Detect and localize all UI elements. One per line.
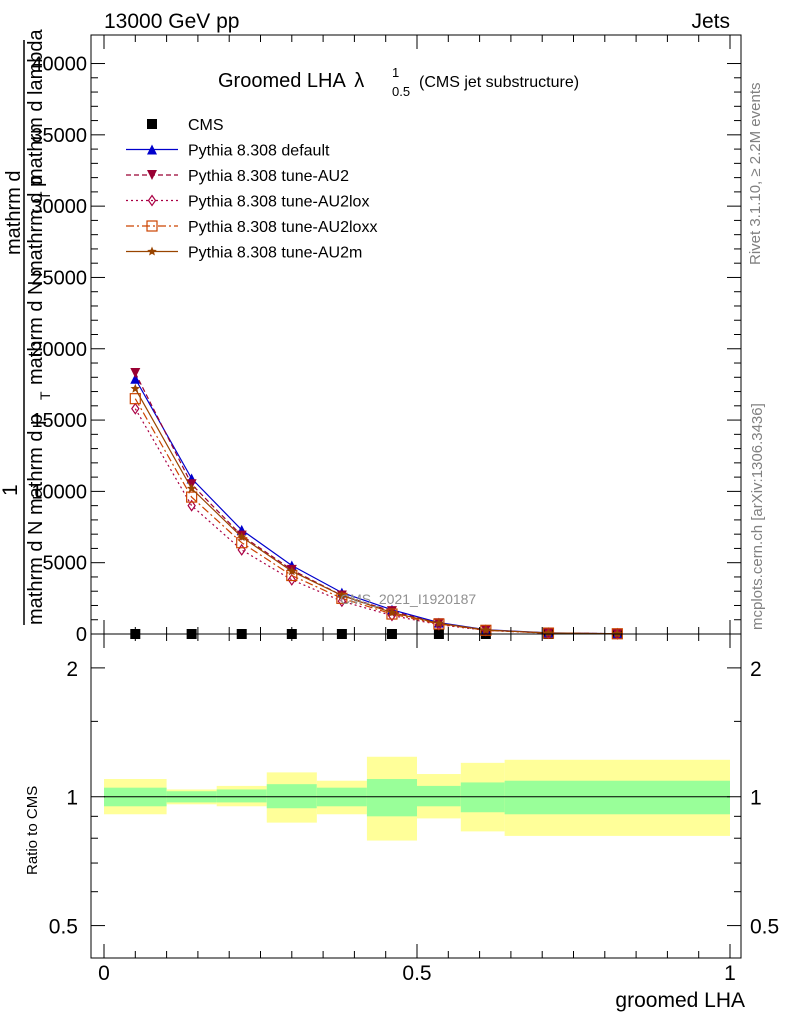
series-point: [337, 595, 347, 608]
legend-item: Pythia 8.308 default: [126, 143, 330, 160]
main-series-group: [129, 368, 623, 640]
series-point: [543, 628, 554, 637]
ylabel-part-4: T: [37, 391, 53, 400]
legend-label: Pythia 8.308 tune-AU2m: [188, 245, 362, 262]
main-ytick-label: 15000: [31, 410, 87, 432]
legend-marker: [147, 194, 157, 207]
ratio-ytick-label: 0.5: [49, 916, 78, 939]
xtick-label: 0: [98, 962, 110, 985]
title-lambda: λ: [354, 70, 364, 92]
ratio-band-inner: [366, 779, 417, 817]
main-ytick-label: 20000: [31, 339, 87, 361]
legend-marker: [146, 220, 158, 232]
ratio-frame: [90, 633, 742, 959]
ratio-band-inner: [417, 785, 461, 807]
ylabel-part-8: mathrm d lambda: [25, 29, 47, 185]
series-point: [186, 491, 198, 503]
main-xticks: [103, 35, 731, 634]
main-ylabel: 1 mathrm d N mathrm d p T mathrm d N mat…: [0, 29, 53, 625]
main-ytick-label: 40000: [31, 54, 87, 76]
series-point: [237, 543, 246, 556]
series-point: [131, 402, 140, 415]
ratio-ytick-label-right: 0.5: [750, 916, 779, 939]
chart-title: Groomed LHA λ: [218, 70, 364, 92]
ylabel-part-6: mathrm d p: [25, 176, 47, 277]
legend-marker: [147, 170, 157, 180]
series-point: [387, 607, 397, 617]
title-suffix: (CMS jet substructure): [419, 74, 579, 91]
ratio-panel: 0.5 0.51 12 2 0 0.5 1 Ratio to CMS groomed LH…: [24, 633, 779, 1012]
series-line: [134, 372, 618, 635]
series-point: [337, 590, 347, 600]
legend-label: CMS: [188, 117, 224, 134]
legend-item: Pythia 8.308 tune-AU2loxx: [126, 219, 377, 236]
legend-marker: [147, 246, 157, 256]
ratio-ytick-label-right: 1: [750, 787, 762, 810]
ratio-band-inner: [266, 784, 317, 809]
legend-item: CMS: [147, 117, 224, 134]
analysis-watermark: CMS_2021_I1920187: [340, 591, 476, 607]
series-point: [186, 483, 197, 493]
legend-item: Pythia 8.308 tune-AU2m: [126, 245, 362, 262]
title-sub: 0.5: [392, 84, 410, 99]
legend-label: Pythia 8.308 tune-AU2loxx: [188, 219, 377, 236]
ratio-band-inner: [504, 780, 730, 815]
series-point: [287, 566, 297, 576]
ylabel-part-1: 1: [0, 484, 22, 496]
ylabel-part-5: mathrm d N: [25, 281, 47, 385]
ylabel-part-3: mathrm d p: [25, 414, 47, 515]
legend-label: Pythia 8.308 tune-AU2lox: [188, 194, 369, 211]
series-point: [130, 383, 141, 393]
ratio-xticks: 0 0.5 1: [98, 634, 736, 985]
legend-item: Pythia 8.308 tune-AU2: [126, 168, 349, 185]
ratio-yticks: 0.5 0.5 1 1 2 2: [49, 658, 779, 939]
xaxis-label: groomed LHA: [615, 989, 745, 1012]
main-ytick-label: 0: [76, 624, 87, 646]
legend-label: Pythia 8.308 tune-AU2: [188, 168, 349, 185]
legend-marker: [147, 144, 157, 155]
ratio-band-inner: [216, 789, 267, 803]
header-right: Jets: [691, 10, 730, 33]
series-point: [387, 609, 397, 622]
main-panel: 0 5000 10000 15000 20000 25000 30000 35000 40000…: [31, 34, 742, 646]
series-point: [287, 573, 297, 586]
main-ytick-label: 30000: [31, 196, 87, 218]
xtick-label: 0.5: [402, 962, 431, 985]
series-line: [134, 388, 618, 635]
ratio-band-inner: [460, 782, 505, 813]
series-point: [434, 618, 444, 628]
ylabel-part-9: mathrm d: [3, 171, 25, 255]
mcplots-label: mcplots.cern.ch [arXiv:1306.3436]: [749, 403, 766, 630]
main-ytick-label: 5000: [43, 553, 88, 575]
rivet-label: Rivet 3.1.10, ≥ 2.2M events: [747, 83, 764, 266]
main-yticks: 0 5000 10000 15000 20000 25000 30000 35000 40000: [31, 54, 741, 646]
ratio-ytick-label: 1: [66, 787, 78, 810]
main-ytick-label: 25000: [31, 267, 87, 289]
ratio-ytick-label: 2: [66, 658, 78, 681]
series-point: [130, 373, 141, 384]
ratio-ylabel: Ratio to CMS: [24, 786, 41, 875]
ylabel-part-7: T: [37, 191, 53, 200]
legend-label: Pythia 8.308 default: [188, 143, 330, 160]
series-point: [130, 368, 141, 379]
title-sup: 1: [392, 65, 399, 80]
series-point: [187, 499, 196, 512]
series-point: [237, 532, 247, 542]
xtick-label: 1: [724, 962, 736, 985]
ylabel-part-2: mathrm d N: [25, 521, 47, 625]
series-5: [130, 383, 623, 638]
main-ytick-label: 10000: [31, 481, 87, 503]
legend-item: Pythia 8.308 tune-AU2lox: [126, 194, 369, 211]
series-point: [481, 625, 491, 635]
header-left: 13000 GeV pp: [104, 10, 239, 33]
main-ytick-label: 35000: [31, 125, 87, 147]
title-main: Groomed LHA: [218, 70, 346, 92]
ratio-bands: [104, 756, 730, 841]
legend-marker: [147, 119, 157, 129]
ratio-ytick-label-right: 2: [750, 658, 762, 681]
series-point: [612, 628, 623, 638]
legend: CMS Pythia 8.308 default Pythia 8.308 tune…: [126, 117, 377, 262]
